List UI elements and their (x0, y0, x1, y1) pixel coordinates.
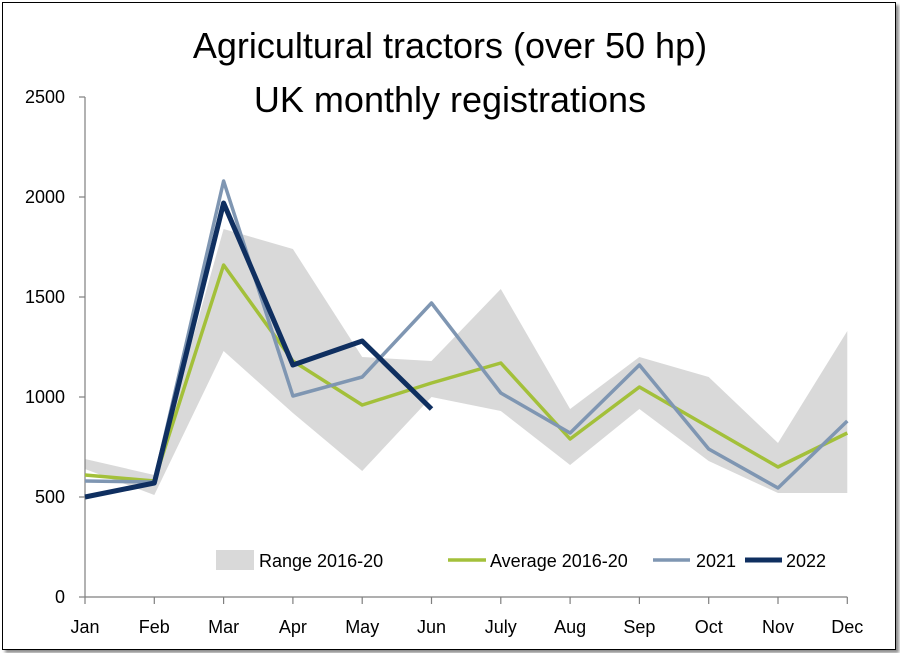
y-tick-label: 2500 (25, 87, 65, 107)
legend: Range 2016-20 Average 2016-20 2021 2022 (216, 550, 826, 571)
x-tick-label: May (345, 617, 379, 637)
x-tick-label: Jan (70, 617, 99, 637)
y-tick-label: 2000 (25, 187, 65, 207)
plot-area: 0 500 1000 1500 2000 2500 Jan Feb Mar Apr May Jun Ju… (25, 87, 863, 637)
x-tick-label: Apr (279, 617, 307, 637)
legend-swatch-range (216, 550, 254, 570)
y-tick-label: 1500 (25, 287, 65, 307)
legend-label-average: Average 2016-20 (490, 551, 628, 571)
x-tick-label: Oct (695, 617, 723, 637)
x-tick-label: Aug (554, 617, 586, 637)
x-tick-label: Sep (623, 617, 655, 637)
x-tick-label: July (485, 617, 517, 637)
series-line-average-2016-20 (84, 263, 849, 483)
chart-title-line-1: Agricultural tractors (over 50 hp) (193, 25, 707, 66)
y-tick-label: 0 (55, 587, 65, 607)
range-band (85, 229, 848, 495)
y-tick-label: 500 (35, 487, 65, 507)
series-line-2022 (84, 200, 434, 500)
legend-label-2022: 2022 (786, 551, 826, 571)
legend-label-2021: 2021 (696, 551, 736, 571)
x-tick-label: Dec (831, 617, 863, 637)
x-tick-label: Mar (208, 617, 239, 637)
x-tick-label: Nov (762, 617, 794, 637)
x-tick-label: Feb (139, 617, 170, 637)
chart-title-line-2: UK monthly registrations (254, 79, 646, 120)
series-line-2021 (84, 179, 849, 490)
x-tick-label: Jun (417, 617, 446, 637)
y-tick-label: 1000 (25, 387, 65, 407)
legend-label-range: Range 2016-20 (259, 551, 383, 571)
